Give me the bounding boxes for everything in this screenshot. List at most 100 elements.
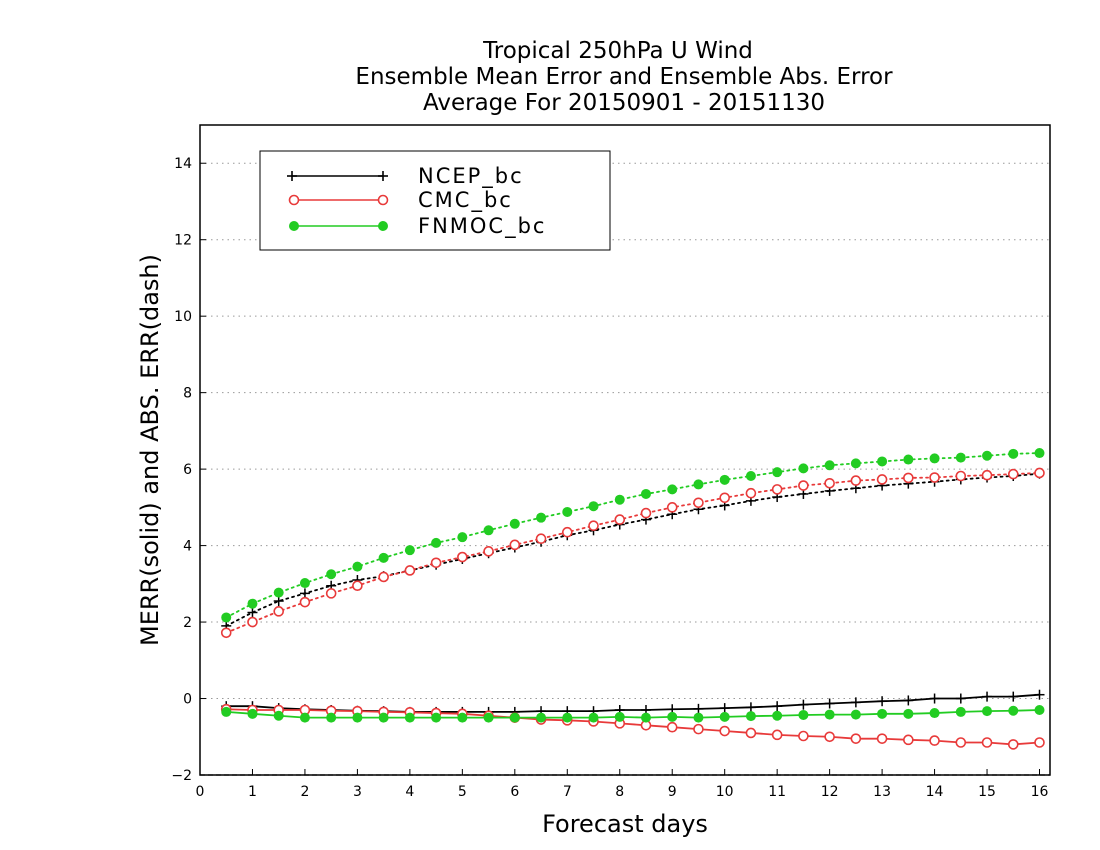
series-fnmoc-merr-point [982, 706, 993, 717]
series-cmc-merr-point [798, 730, 809, 742]
series-ncep-merr-point [929, 693, 940, 704]
legend-marker-cmc-1 [288, 194, 300, 206]
legend-marker-fnmoc-1 [289, 221, 299, 231]
series-cmc-abs-err-point [430, 557, 442, 569]
series-cmc-abs-err-point [457, 551, 468, 563]
y-tick-label: 14 [174, 156, 192, 172]
series-fnmoc-merr-point [509, 712, 520, 723]
series-fnmoc-abs-err-point [982, 450, 993, 461]
series-fnmoc-abs-err-point [693, 479, 704, 490]
series-cmc-abs-err-point [693, 497, 704, 509]
series-fnmoc-abs-err-point [431, 537, 442, 548]
series-fnmoc-merr-point [247, 708, 258, 719]
series-fnmoc-merr-point [903, 708, 914, 719]
legend-label-fnmoc: FNMOC_bc [418, 214, 546, 239]
legend: NCEP_bc CMC_bc FNMOC_bc [259, 150, 611, 251]
x-tick-label: 15 [978, 784, 996, 800]
series-fnmoc-merr-point [850, 709, 861, 720]
chart-title-line-3: Average For 20150901 - 20151130 [423, 90, 825, 116]
series-fnmoc [221, 448, 1045, 723]
series-cmc-abs-err-point [771, 484, 783, 495]
series-fnmoc-merr-point [614, 711, 625, 722]
series-cmc-abs-err-point [299, 596, 311, 608]
series-cmc [220, 467, 1045, 750]
legend-marker-cmc-2 [377, 194, 389, 206]
series-fnmoc-merr-point [562, 712, 573, 723]
series-fnmoc-abs-err-point [929, 453, 940, 464]
series-cmc-abs-err-point [404, 565, 416, 576]
chart-title-line-2: Ensemble Mean Error and Ensemble Abs. Er… [355, 64, 893, 90]
series-cmc-merr-point [929, 735, 940, 746]
series-cmc-abs-err-point [588, 520, 599, 532]
series-cmc-merr-point [876, 733, 888, 744]
series-fnmoc-merr-point [352, 712, 363, 723]
series-cmc-merr-point [745, 727, 757, 739]
series-fnmoc-abs-err-point [824, 460, 835, 471]
y-tick-label: 6 [183, 462, 192, 478]
x-tick-label: 14 [926, 784, 944, 800]
series-fnmoc-abs-err-point [1034, 448, 1045, 459]
series-fnmoc-abs-err-point [745, 471, 756, 481]
plot-frame [199, 124, 1051, 776]
series-ncep-merr-point [877, 696, 888, 707]
series-fnmoc-merr-point [745, 711, 756, 722]
series-cmc-abs-err-point [509, 539, 521, 551]
series-cmc-abs-err-point [247, 616, 258, 628]
series-fnmoc-abs-err-point [588, 501, 599, 512]
series-fnmoc-abs-err-point [221, 612, 232, 623]
series-cmc-abs-err-point [1007, 468, 1019, 480]
y-tick-label: 8 [183, 386, 192, 402]
series-ncep-merr-point [719, 703, 730, 714]
y-tick-label: −2 [171, 768, 192, 784]
series-cmc-abs-err-point [666, 502, 678, 513]
series-fnmoc-abs-err-point [404, 545, 415, 556]
x-tick-label: 16 [1031, 784, 1049, 800]
x-tick-label: 7 [563, 784, 572, 800]
series-cmc-abs-err-point [876, 474, 888, 485]
series-fnmoc-merr-point [719, 711, 730, 722]
x-tick-label: 5 [458, 784, 467, 800]
series-cmc-merr-point [1034, 737, 1045, 748]
series-fnmoc-abs-err-point [772, 467, 783, 478]
series-cmc-abs-err-point [850, 475, 862, 486]
series-cmc-abs-err-point [325, 588, 337, 599]
series-cmc-merr-point [771, 729, 783, 741]
y-tick-label: 10 [174, 309, 192, 325]
series-fnmoc-merr-point [824, 709, 835, 720]
series-fnmoc-merr-point [640, 712, 651, 723]
series-cmc-abs-err-point [719, 492, 730, 504]
series-fnmoc-merr-point [798, 709, 809, 720]
y-tick-label: 2 [183, 615, 192, 631]
series-fnmoc-abs-err-point [299, 578, 310, 589]
series-fnmoc-merr-point [667, 711, 678, 722]
series-fnmoc-abs-err-point [614, 494, 625, 505]
series-cmc-abs-err-point [981, 469, 993, 481]
series-ncep-merr-point [824, 698, 835, 709]
series-ncep-merr-point [903, 695, 914, 706]
series-cmc-merr-point [666, 721, 678, 733]
series-fnmoc-merr-point [378, 712, 389, 723]
series-fnmoc-merr-point [955, 706, 966, 717]
series-fnmoc-merr-point [877, 708, 888, 719]
series-cmc-abs-err-point [824, 477, 835, 489]
y-tick-label: 12 [174, 233, 192, 249]
series-fnmoc-abs-err-point [483, 525, 494, 536]
x-tick-label: 10 [716, 784, 734, 800]
series-ncep-merr-point [1008, 691, 1019, 702]
series-cmc-abs-err-point [1034, 467, 1045, 479]
series-cmc-abs-err-point [745, 487, 757, 499]
series-fnmoc-merr-point [404, 712, 415, 723]
series-fnmoc-abs-err-point [877, 456, 888, 467]
series-fnmoc-abs-err-point [562, 506, 573, 517]
series-fnmoc-merr-point [929, 708, 940, 719]
x-tick-label: 1 [248, 784, 257, 800]
series-cmc-merr-line [226, 708, 1040, 746]
series-fnmoc-merr-point [1034, 705, 1045, 715]
series-ncep-merr-point [955, 693, 966, 704]
series-ncep-abs-err-point [247, 607, 258, 618]
series-fnmoc-merr-point [326, 712, 337, 723]
grid [200, 162, 1050, 776]
series-fnmoc-merr-point [431, 712, 442, 723]
series-cmc-abs-err-point [220, 627, 232, 639]
